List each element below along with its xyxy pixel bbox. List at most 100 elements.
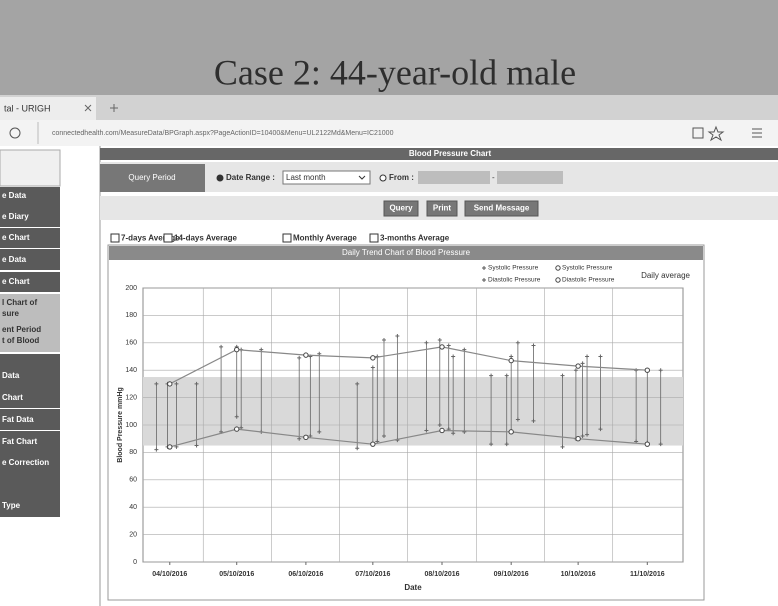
dash: - [492, 173, 495, 182]
reading-marker [573, 368, 578, 373]
average-marker [167, 444, 173, 450]
reading-marker [395, 333, 400, 338]
sidebar-item-bg[interactable] [0, 431, 60, 452]
select-value: Last month [286, 173, 326, 182]
reading-marker [317, 429, 322, 434]
legend-marker [555, 277, 561, 283]
sidebar-item-bg[interactable] [0, 388, 60, 408]
refresh-icon[interactable] [9, 127, 21, 139]
from-label: From : [389, 173, 414, 182]
checkbox[interactable] [369, 233, 379, 243]
chart-title-bar [109, 246, 703, 260]
tab[interactable] [0, 97, 96, 120]
sidebar-item: t of Blood [2, 336, 39, 345]
checkbox[interactable] [282, 233, 292, 243]
url[interactable]: connectedhealth.com/MeasureData/BPGraph.… [52, 130, 394, 137]
reading-marker [381, 433, 386, 438]
tab-bar [0, 95, 778, 120]
sidebar-item: sure [2, 309, 19, 318]
y-tick-label: 180 [125, 312, 137, 319]
reading-marker [515, 417, 520, 422]
y-tick-label: 200 [125, 285, 137, 292]
y-tick-label: 40 [129, 504, 137, 511]
legend-label: Diastolic Pressure [488, 277, 541, 284]
sidebar-item: Chart [2, 393, 23, 402]
average-marker [370, 441, 376, 447]
checkbox-label: 14-days Average [174, 234, 238, 243]
date-input[interactable] [497, 171, 563, 184]
checkbox-label: 7-days Average [121, 234, 180, 243]
sidebar-item: Type [2, 501, 21, 510]
sidebar-item-bg[interactable] [0, 272, 60, 292]
radio[interactable] [216, 174, 224, 182]
reading-marker [437, 423, 442, 427]
reading-marker [585, 354, 590, 359]
reading-marker [194, 443, 199, 448]
legend-title: Daily average [641, 271, 690, 280]
checkbox[interactable] [110, 233, 120, 243]
reading-marker [355, 446, 360, 451]
sidebar-item-bg[interactable] [0, 473, 60, 517]
button-label: Query [389, 204, 413, 213]
legend-marker [555, 265, 561, 271]
x-tick-label: 08/10/2016 [424, 571, 459, 578]
legend-label: Diastolic Pressure [562, 277, 615, 284]
sidebar-item-bg[interactable] [0, 187, 60, 207]
average-marker [575, 363, 581, 369]
button[interactable] [426, 200, 458, 217]
reading-marker [509, 354, 514, 359]
tab-icons[interactable] [84, 104, 118, 112]
reading-marker [515, 340, 520, 345]
average-marker [575, 436, 581, 442]
reading-marker [194, 381, 199, 386]
button[interactable] [383, 200, 419, 217]
sidebar-item-bg[interactable] [0, 249, 60, 270]
x-tick-label: 07/10/2016 [355, 571, 390, 578]
reading-marker [585, 432, 590, 437]
button-label: Send Message [474, 204, 530, 213]
button[interactable] [464, 200, 539, 217]
sidebar-item-bg[interactable] [0, 409, 60, 430]
date-input[interactable] [418, 171, 490, 184]
sidebar-item-bg[interactable] [0, 207, 60, 227]
select[interactable] [282, 170, 371, 185]
sidebar-item: e Diary [2, 212, 29, 221]
browser-icons[interactable] [692, 125, 762, 142]
legend-label: Systolic Pressure [488, 265, 539, 272]
y-axis-title: Blood Pressure mmHg [117, 387, 124, 462]
sidebar-item: e Data [2, 191, 27, 200]
average-marker [167, 381, 173, 387]
reading-marker [234, 414, 239, 419]
reading-marker [531, 343, 536, 348]
legend-marker [482, 278, 486, 282]
sidebar-item: e Chart [2, 233, 30, 242]
reading-marker [560, 373, 565, 378]
reading-marker [259, 347, 264, 352]
sidebar-item-bg[interactable] [0, 228, 60, 248]
tab-title: tal - URIGH [4, 103, 51, 113]
y-tick-label: 160 [125, 340, 137, 347]
date-range-label: Date Range : [226, 173, 275, 182]
y-tick-label: 120 [125, 394, 137, 401]
reading-marker [355, 381, 360, 386]
reading-marker [451, 431, 456, 436]
average-marker [508, 357, 514, 364]
average-marker [303, 434, 309, 441]
x-tick-label: 05/10/2016 [219, 571, 254, 578]
sidebar-item-bg[interactable] [0, 294, 60, 352]
sidebar-item: Fat Data [2, 415, 34, 424]
sidebar-item: e Correction [2, 458, 49, 467]
average-marker [644, 441, 650, 447]
sidebar-item-bg[interactable] [0, 452, 60, 474]
average-line [169, 428, 648, 448]
reading-marker [580, 361, 585, 366]
radio[interactable] [379, 174, 387, 182]
reading-marker [446, 343, 451, 348]
x-tick-label: 09/10/2016 [494, 571, 529, 578]
y-tick-label: 80 [129, 449, 137, 456]
reading-marker [580, 433, 585, 438]
reading-marker [154, 381, 159, 386]
banner-title: Case 2: 44-year-old male [214, 52, 576, 92]
checkbox[interactable] [163, 233, 173, 243]
reading-marker [658, 442, 663, 447]
